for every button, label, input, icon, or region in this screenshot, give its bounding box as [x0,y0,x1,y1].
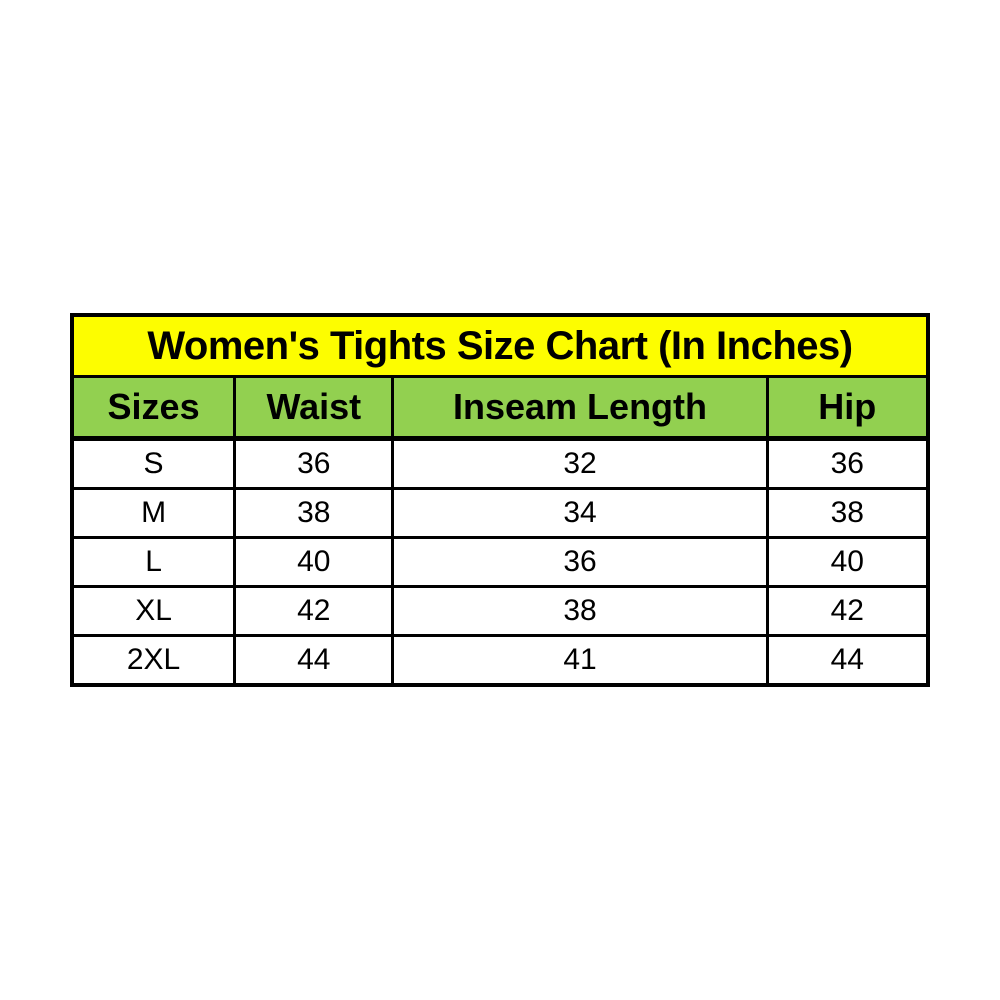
hip-value: 38 [765,487,930,539]
waist-value: 36 [233,437,395,490]
inseam-value: 38 [391,585,769,637]
column-header-hip: Hip [765,375,930,441]
size-label: L [70,536,237,588]
table-row-l: L 40 36 40 [70,536,930,588]
hip-value: 42 [765,585,930,637]
size-label: M [70,487,237,539]
waist-value: 42 [233,585,395,637]
hip-value: 44 [765,634,930,687]
hip-value: 40 [765,536,930,588]
table-header-row: Sizes Waist Inseam Length Hip [70,375,930,441]
column-header-sizes: Sizes [70,375,237,441]
size-label: 2XL [70,634,237,687]
waist-value: 44 [233,634,395,687]
size-chart-table: Women's Tights Size Chart (In Inches) Si… [70,313,930,687]
waist-value: 38 [233,487,395,539]
inseam-value: 36 [391,536,769,588]
table-row-2xl: 2XL 44 41 44 [70,634,930,687]
waist-value: 40 [233,536,395,588]
column-header-waist: Waist [233,375,395,441]
inseam-value: 41 [391,634,769,687]
size-label: S [70,437,237,490]
table-row-m: M 38 34 38 [70,487,930,539]
column-header-inseam: Inseam Length [391,375,769,441]
table-title-row: Women's Tights Size Chart (In Inches) [70,313,930,378]
table-row-s: S 36 32 36 [70,437,930,490]
table-row-xl: XL 42 38 42 [70,585,930,637]
hip-value: 36 [765,437,930,490]
table-title: Women's Tights Size Chart (In Inches) [70,313,930,378]
inseam-value: 34 [391,487,769,539]
size-label: XL [70,585,237,637]
inseam-value: 32 [391,437,769,490]
